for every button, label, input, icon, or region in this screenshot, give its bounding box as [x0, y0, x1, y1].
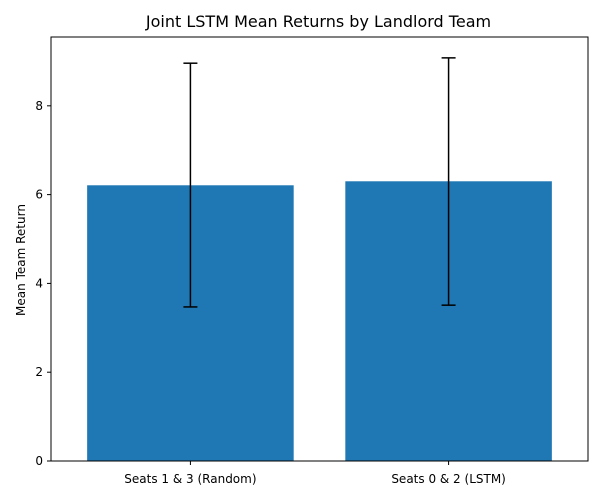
y-tick-label: 6	[35, 188, 43, 202]
plot-area	[50, 36, 589, 462]
y-tick-label: 0	[35, 454, 43, 468]
plot-frame	[50, 36, 589, 462]
x-tick-label: Seats 0 & 2 (LSTM)	[391, 472, 506, 486]
y-axis: 0 2 4 6 8	[35, 99, 51, 468]
y-tick-label: 2	[35, 365, 43, 379]
chart-title: Joint LSTM Mean Returns by Landlord Team	[145, 12, 491, 31]
x-tick-label: Seats 1 & 3 (Random)	[124, 472, 256, 486]
y-axis-label: Mean Team Return	[14, 204, 28, 316]
x-axis: Seats 1 & 3 (Random) Seats 0 & 2 (LSTM)	[124, 461, 506, 486]
y-tick-label: 4	[35, 276, 43, 290]
y-tick-label: 8	[35, 99, 43, 113]
